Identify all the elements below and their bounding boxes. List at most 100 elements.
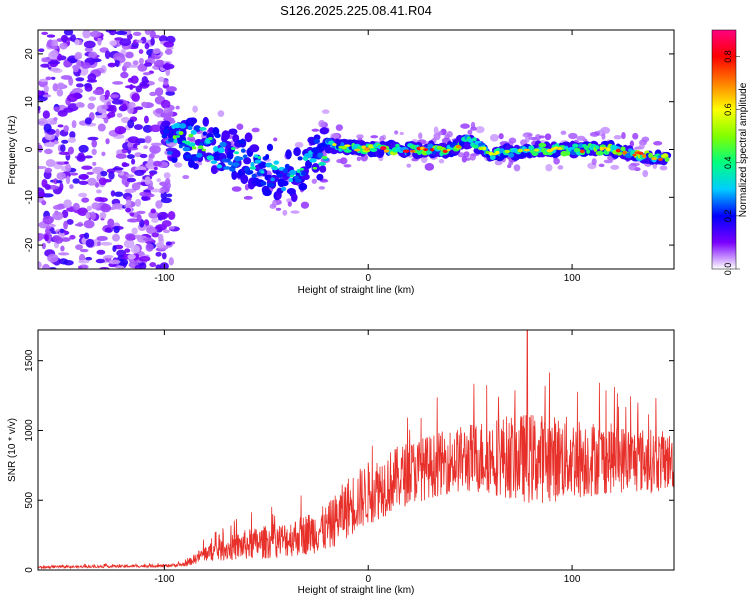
noise-blob (144, 135, 152, 144)
noise-blob (88, 96, 97, 101)
noise-blob (112, 167, 124, 171)
noise-blob (142, 72, 152, 76)
signal-blob (195, 152, 203, 158)
signal-blob (254, 159, 262, 164)
halo-blob (498, 133, 504, 140)
halo-blob (463, 151, 470, 158)
signal-peak (455, 144, 461, 149)
noise-blob (119, 38, 132, 47)
noise-blob (69, 172, 79, 176)
signal-peak (638, 151, 644, 155)
noise-blob (139, 191, 151, 197)
noise-blob (115, 57, 124, 61)
noise-blob (139, 83, 150, 87)
colorbar-gradient (712, 30, 736, 269)
signal-blob (210, 165, 218, 175)
signal-blob (217, 147, 225, 154)
signal-blob (228, 128, 238, 135)
noise-blob (42, 94, 52, 98)
signal-peak (253, 154, 259, 159)
noise-blob (125, 233, 136, 241)
signal-blob (250, 161, 255, 168)
noise-blob (132, 143, 138, 149)
colorbar: 0.0 0.2 0.4 0.6 0.8 Normalized spectral ampl… (711, 29, 749, 275)
noise-blob (56, 82, 65, 90)
halo-blob (273, 137, 278, 142)
signal-peak (249, 166, 257, 170)
noise-blob (100, 241, 113, 246)
noise-blob (131, 158, 136, 165)
noise-blob (84, 117, 92, 125)
noise-blob (149, 124, 162, 133)
noise-blob (43, 85, 49, 93)
halo-blob (545, 163, 553, 172)
halo-blob (433, 132, 441, 141)
snr-panel: -100 0 100 0 500 1000 1500 Height of straight… (7, 329, 675, 596)
noise-blob (63, 199, 72, 209)
signal-peak (184, 140, 191, 145)
signal-blob (161, 134, 168, 139)
noise-blob (143, 237, 154, 242)
noise-blob (38, 233, 43, 242)
noise-blob (126, 199, 132, 206)
signal-blob (221, 158, 229, 163)
signal-blob (311, 147, 319, 154)
signal-peak (257, 156, 262, 160)
noise-blob (134, 198, 142, 207)
noise-blob (97, 241, 102, 246)
noise-blob (161, 252, 167, 260)
signal-blob (161, 120, 171, 128)
halo-blob (192, 105, 198, 113)
noise-blob (41, 31, 49, 36)
noise-blob (57, 124, 64, 128)
halo-blob (424, 162, 435, 171)
noise-blob (120, 71, 129, 79)
noise-blob (156, 178, 162, 183)
noise-blob (60, 144, 66, 153)
halo-blob (528, 136, 538, 141)
signal-blob (289, 169, 297, 176)
noise-blob (126, 177, 137, 183)
noise-blob (38, 261, 42, 269)
signal-peak (556, 147, 563, 150)
noise-blob (50, 76, 56, 80)
colorbar-tick-label: 0.2 (723, 210, 733, 223)
signal-blob (528, 145, 535, 151)
noise-blob (50, 45, 59, 50)
noise-blob (84, 84, 93, 92)
colorbar-ticks: 0.0 0.2 0.4 0.6 0.8 (723, 50, 740, 275)
noise-blob (97, 36, 102, 46)
halo-blob (319, 179, 329, 183)
signal-peak (606, 147, 611, 152)
noise-blob (52, 234, 61, 242)
signal-blob (572, 143, 579, 148)
colorbar-label: Normalized spectral amplitude (738, 82, 749, 217)
noise-blob (38, 165, 47, 170)
halo-blob (275, 207, 282, 211)
noise-blob (43, 142, 55, 148)
snr-x-ticks: -100 0 100 (154, 330, 581, 585)
signal-blob (427, 143, 434, 149)
signal-peak (341, 146, 348, 150)
noise-blob (134, 169, 145, 177)
halo-blob (446, 131, 453, 138)
noise-blob (138, 255, 151, 262)
signal-peak (446, 148, 451, 152)
signal-blob (184, 154, 192, 159)
noise-blob (104, 227, 112, 233)
noise-blob (38, 144, 43, 153)
signal-blob (565, 150, 571, 156)
noise-blob (45, 159, 56, 168)
noise-blob (78, 180, 89, 186)
noise-blob (60, 245, 65, 252)
noise-blob (91, 139, 98, 148)
signal-blob (664, 156, 670, 162)
signal-blob (458, 140, 465, 147)
noise-blob (105, 138, 110, 145)
signal-peak (430, 148, 435, 152)
signal-peak (273, 166, 278, 171)
signal-blob (318, 161, 327, 166)
signal-peak (402, 149, 410, 153)
noise-blob (56, 89, 64, 97)
halo-blob (553, 157, 560, 165)
